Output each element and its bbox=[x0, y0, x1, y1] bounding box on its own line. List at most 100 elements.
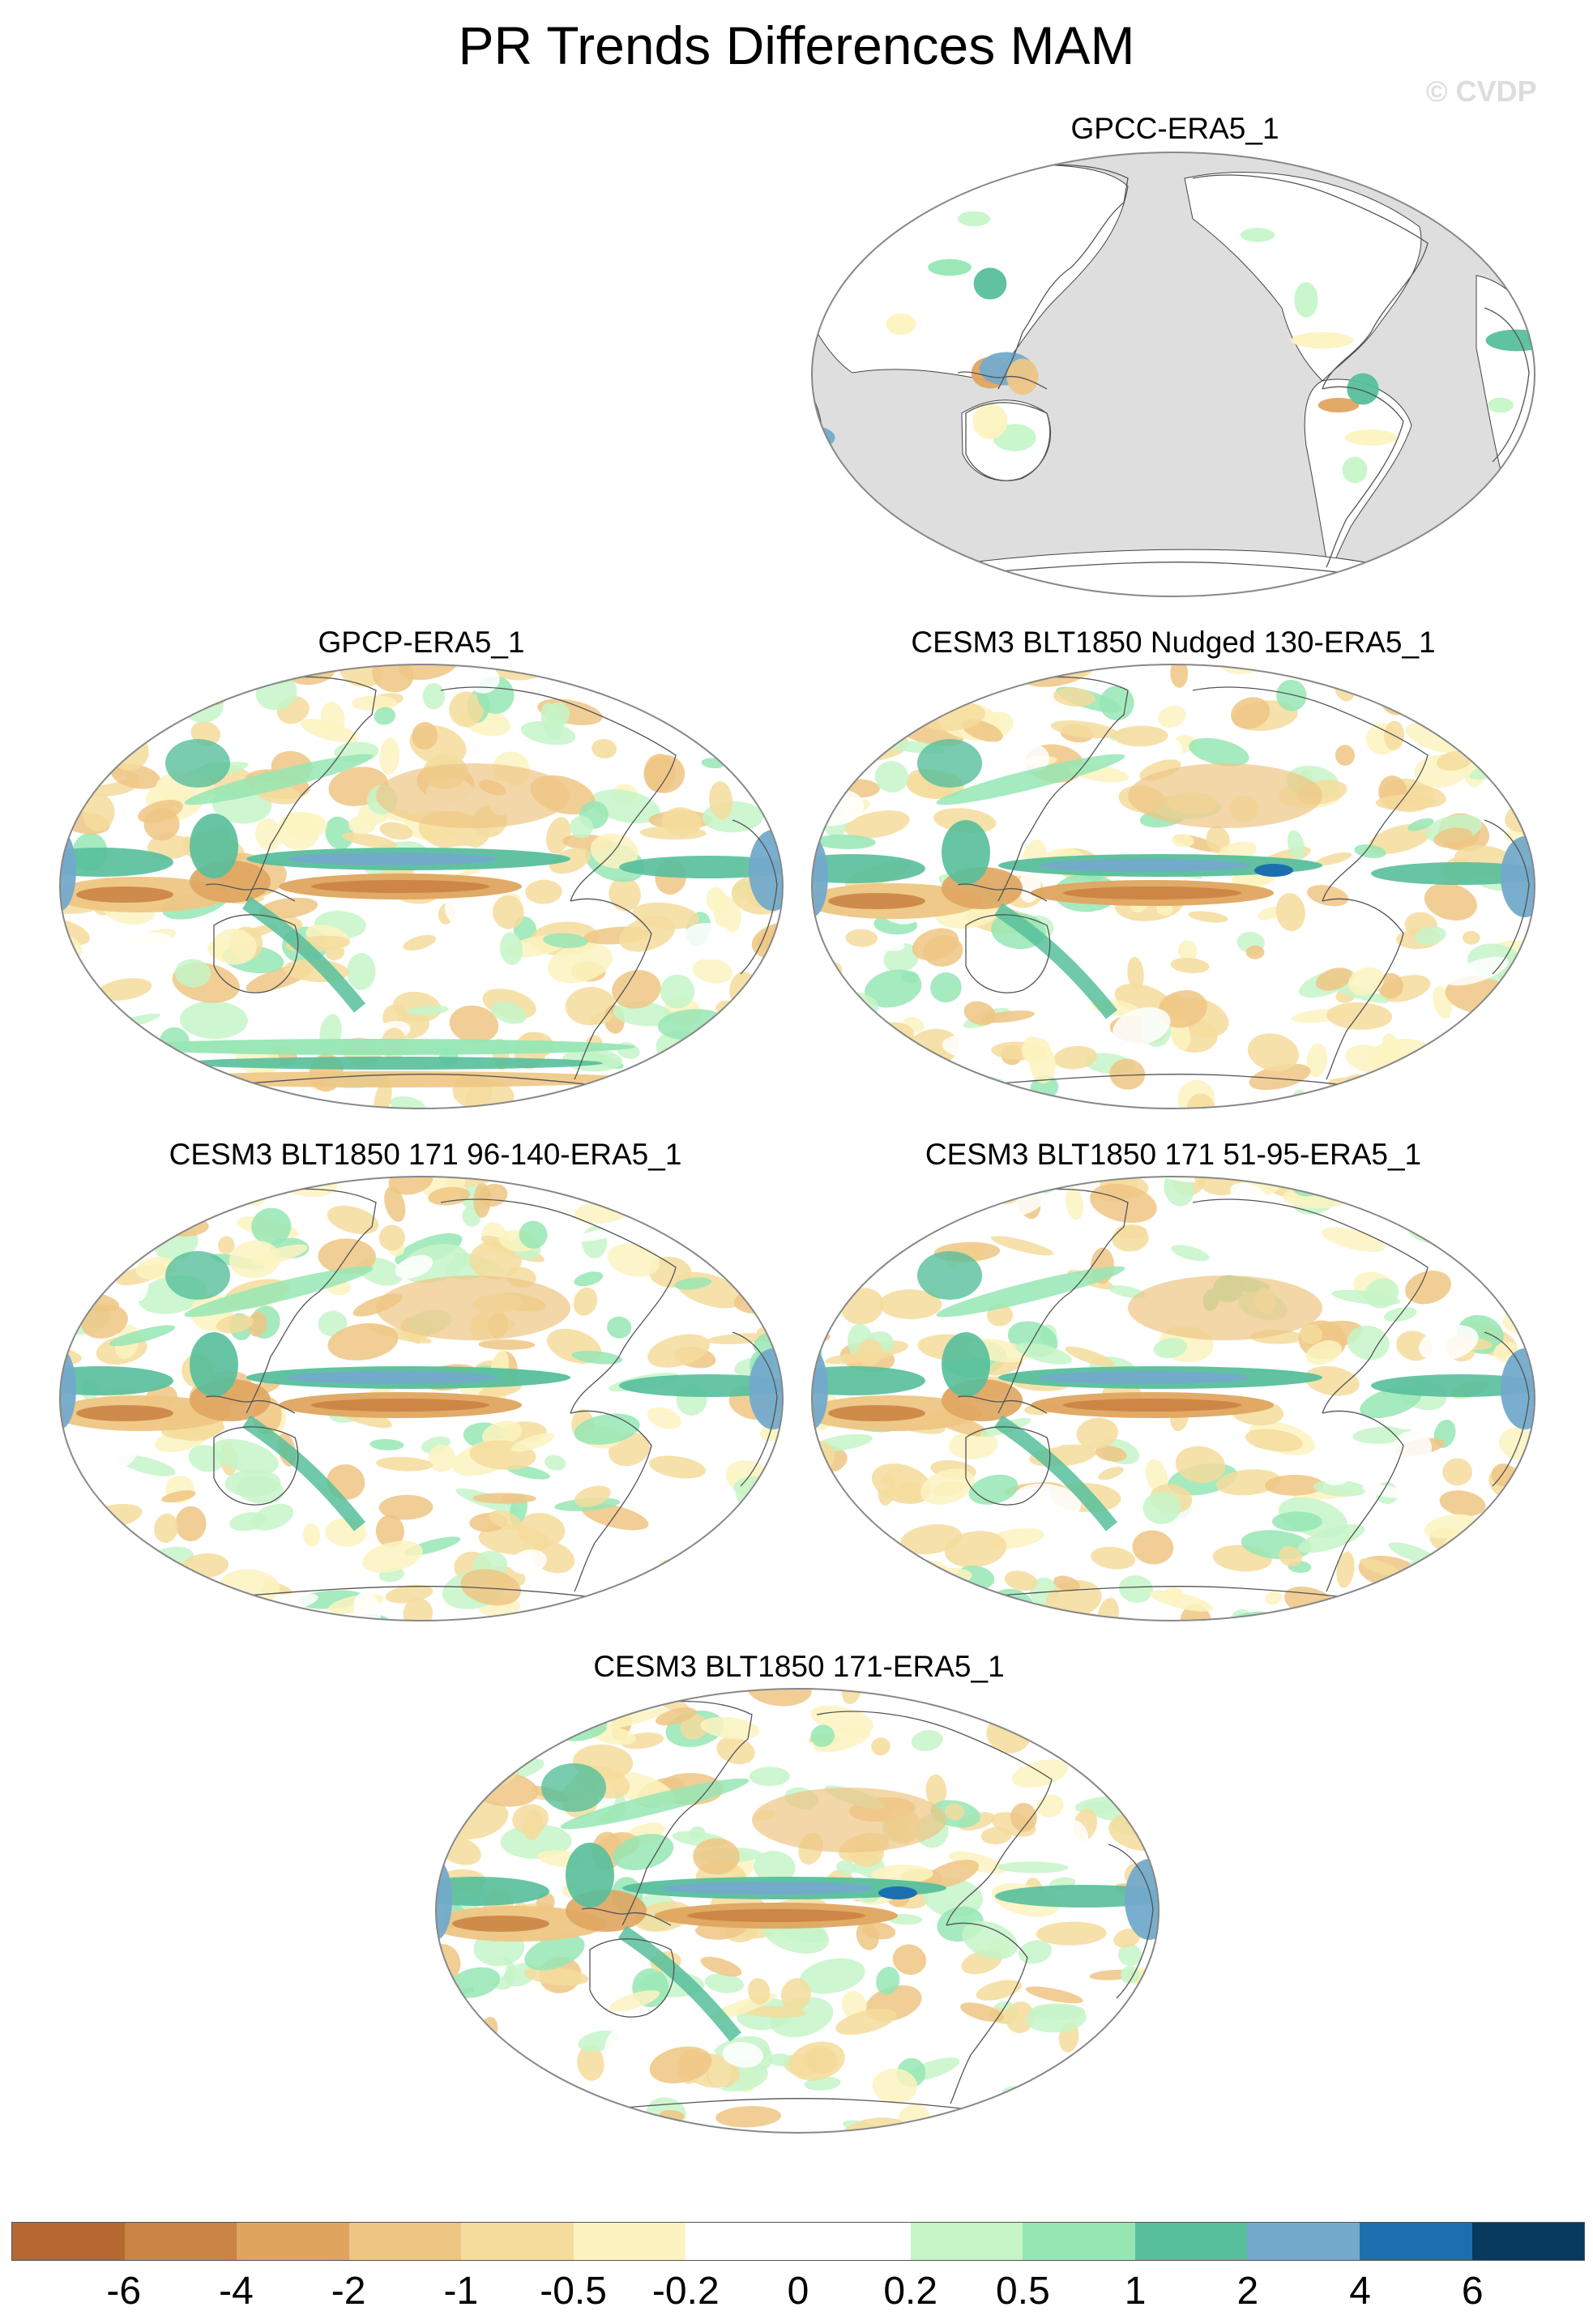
map-feature bbox=[1405, 1270, 1451, 1305]
map-feature bbox=[867, 1185, 889, 1201]
map-feature bbox=[1375, 794, 1437, 810]
map-feature bbox=[217, 1236, 235, 1254]
map-feature bbox=[60, 1035, 109, 1058]
map-feature bbox=[1315, 852, 1352, 866]
map-feature bbox=[1501, 1348, 1535, 1429]
map-feature bbox=[948, 1851, 1006, 1874]
map-feature bbox=[375, 1456, 433, 1472]
map-feature bbox=[617, 1083, 669, 1109]
map-feature bbox=[732, 1550, 773, 1579]
map-feature bbox=[574, 1485, 611, 1508]
map-feature bbox=[149, 1071, 635, 1087]
map-feature bbox=[1315, 968, 1352, 991]
map-feature bbox=[540, 703, 563, 740]
map-feature bbox=[673, 1073, 710, 1109]
map-feature bbox=[510, 1433, 555, 1452]
coastline bbox=[1108, 1843, 1154, 1999]
map-feature bbox=[1403, 1079, 1431, 1109]
panel-title-nudged: CESM3 BLT1850 Nudged 130-ERA5_1 bbox=[911, 626, 1436, 659]
map-feature bbox=[111, 763, 160, 789]
map-feature bbox=[607, 1243, 660, 1277]
map-feature bbox=[1299, 1324, 1323, 1344]
map-feature bbox=[1206, 826, 1230, 854]
map-feature bbox=[742, 703, 783, 721]
map-feature bbox=[1113, 1007, 1171, 1046]
map-feature bbox=[1113, 725, 1168, 747]
map-feature bbox=[1313, 1480, 1367, 1497]
map-feature bbox=[1231, 697, 1271, 729]
coastline bbox=[1484, 819, 1530, 975]
map-feature bbox=[1456, 1565, 1510, 1593]
map-feature bbox=[1497, 664, 1530, 686]
map-feature bbox=[1467, 1231, 1515, 1267]
map-feature bbox=[60, 706, 101, 745]
map-feature bbox=[733, 1543, 777, 1581]
map-feature bbox=[824, 665, 873, 698]
map-feature bbox=[88, 724, 117, 742]
colorbar-swatch bbox=[124, 2223, 237, 2260]
map-feature bbox=[917, 1251, 982, 1300]
map-feature bbox=[1279, 1545, 1303, 1567]
map-feature bbox=[872, 2068, 918, 2104]
map-feature bbox=[847, 1089, 884, 1109]
map-feature bbox=[864, 1097, 914, 1109]
map-feature bbox=[605, 1707, 668, 1728]
map-feature bbox=[390, 1096, 426, 1109]
map-feature bbox=[374, 707, 396, 725]
map-border bbox=[811, 664, 1535, 1109]
map-feature bbox=[490, 1001, 527, 1024]
map-feature bbox=[403, 934, 437, 951]
map-feature bbox=[1287, 830, 1305, 861]
map-feature bbox=[722, 2041, 764, 2068]
map-feature bbox=[824, 1351, 893, 1365]
map-feature bbox=[704, 1973, 744, 1993]
map-feature bbox=[681, 922, 737, 960]
map-feature bbox=[1265, 1591, 1282, 1605]
map-feature bbox=[1011, 1759, 1068, 1788]
map-feature bbox=[384, 1186, 406, 1222]
map-feature bbox=[762, 1099, 783, 1109]
map-feature bbox=[630, 1177, 688, 1198]
map-feature bbox=[1128, 1275, 1322, 1340]
map-feature bbox=[592, 738, 617, 758]
map-feature bbox=[822, 1471, 890, 1491]
map-feature bbox=[573, 1287, 598, 1316]
map-feature bbox=[752, 1788, 946, 1852]
colorbar-swatch bbox=[237, 2223, 349, 2260]
map-feature bbox=[1502, 709, 1525, 720]
map-feature bbox=[1004, 1570, 1038, 1591]
map-feature bbox=[60, 1053, 103, 1071]
map-feature bbox=[76, 1405, 173, 1421]
colorbar-swatch bbox=[798, 2223, 911, 2260]
ocean-mask bbox=[812, 152, 1535, 596]
coastline bbox=[965, 914, 1051, 993]
map-border bbox=[811, 1176, 1535, 1621]
map-feature bbox=[1034, 2087, 1091, 2117]
colorbar-tick-label: -1 bbox=[443, 2270, 479, 2313]
map-feature bbox=[871, 1224, 899, 1250]
map-feature bbox=[972, 1689, 1027, 1698]
map-feature bbox=[741, 1177, 783, 1178]
map-feature bbox=[700, 1956, 742, 1977]
map-feature bbox=[577, 2044, 604, 2081]
map-feature bbox=[114, 932, 171, 950]
map-feature bbox=[182, 1177, 200, 1184]
map-feature bbox=[878, 1289, 942, 1320]
map-feature bbox=[649, 2046, 712, 2084]
coastline bbox=[957, 371, 1048, 390]
map-feature bbox=[1006, 1697, 1070, 1724]
map-feature bbox=[1305, 1365, 1360, 1396]
colorbar-swatch bbox=[1471, 2223, 1585, 2260]
map-feature bbox=[60, 1273, 83, 1303]
map-feature bbox=[79, 1177, 139, 1197]
map-feature bbox=[681, 664, 718, 692]
map-feature bbox=[942, 664, 998, 681]
map-feature bbox=[587, 1012, 613, 1025]
map-feature bbox=[601, 1613, 627, 1621]
map-feature bbox=[1068, 1689, 1095, 1698]
map-feature bbox=[1412, 1184, 1436, 1214]
map-feature bbox=[917, 739, 982, 788]
map-feature bbox=[242, 1415, 366, 1532]
map-feature bbox=[647, 1407, 681, 1429]
map-feature bbox=[892, 1944, 927, 1976]
